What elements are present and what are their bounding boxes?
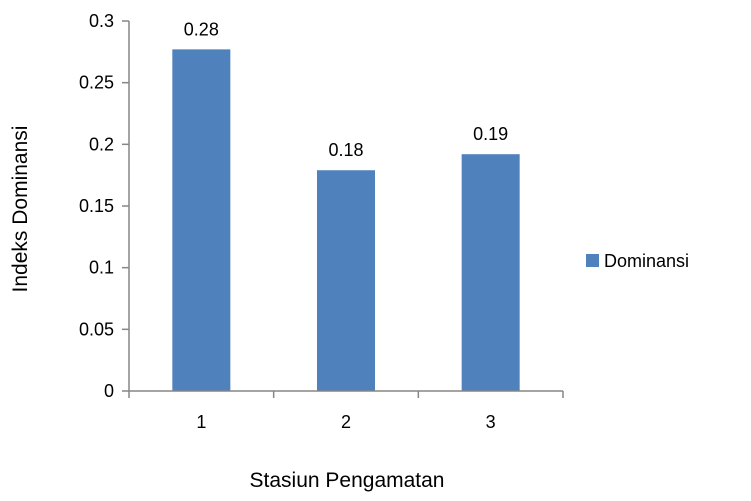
data-label: 0.19	[473, 124, 508, 144]
data-label: 0.28	[184, 19, 219, 39]
y-tick-label: 0.15	[79, 196, 114, 216]
y-tick-label: 0	[104, 381, 114, 401]
y-axis-title: Indeks Dominansi	[9, 126, 32, 293]
data-label: 0.18	[328, 140, 363, 160]
bar	[317, 170, 375, 391]
y-tick-label: 0.1	[89, 258, 114, 278]
x-tick-label: 3	[486, 412, 496, 432]
data-labels: 0.28 0.18 0.19	[184, 19, 508, 160]
y-axis: 0 0.05 0.1 0.15 0.2 0.25 0.3	[79, 11, 130, 401]
x-axis-title: Stasiun Pengamatan	[250, 469, 445, 492]
y-tick-label: 0.05	[79, 319, 114, 339]
x-tick-label: 1	[196, 412, 206, 432]
legend-label: Dominansi	[604, 251, 689, 271]
bars	[172, 49, 520, 391]
x-axis: 1 2 3	[128, 390, 564, 432]
x-tick-label: 2	[341, 412, 351, 432]
y-tick-label: 0.25	[79, 73, 114, 93]
y-tick-label: 0.2	[89, 134, 114, 154]
legend-swatch	[586, 254, 599, 267]
bar	[172, 49, 231, 391]
legend: Dominansi	[586, 251, 689, 271]
y-tick-label: 0.3	[89, 11, 114, 31]
bar	[461, 154, 520, 391]
